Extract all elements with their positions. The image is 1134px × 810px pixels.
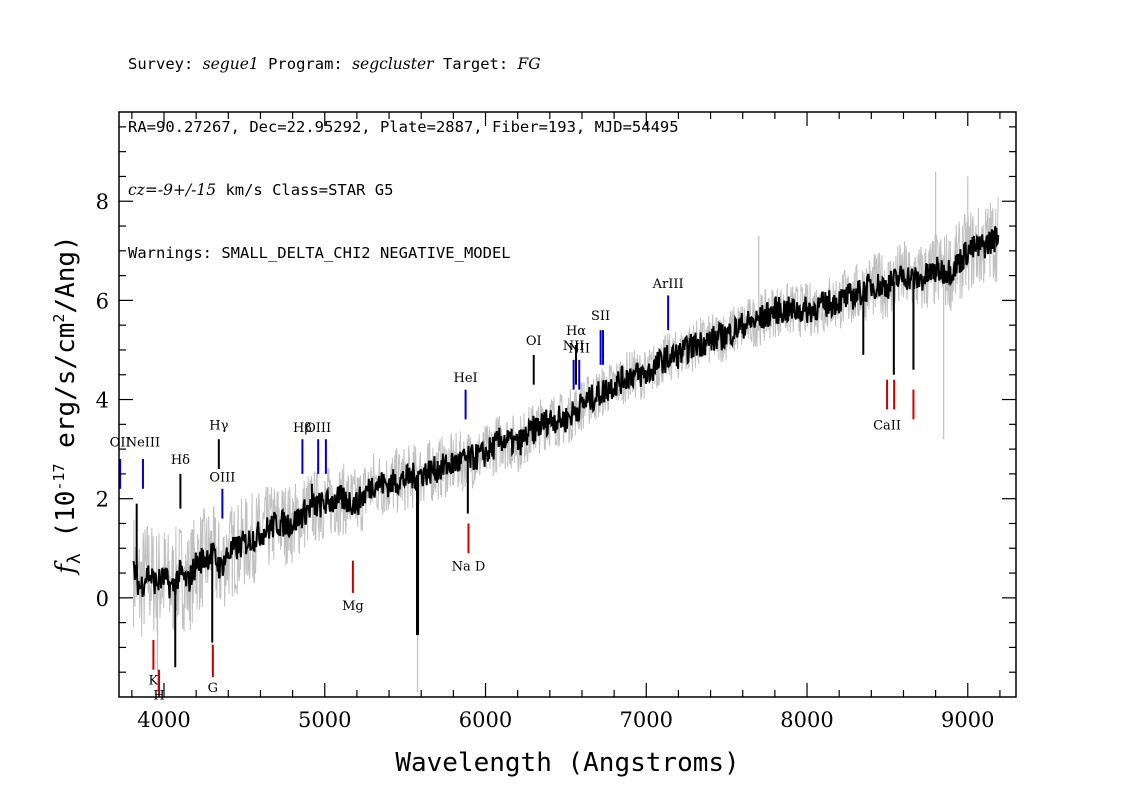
ylabel-sq: 2: [50, 314, 68, 323]
program-label: Program:: [268, 55, 343, 73]
emission-line-label-8: HeI: [453, 371, 477, 386]
header-line-4: Warnings: SMALL_DELTA_CHI2 NEGATIVE_MODE…: [128, 244, 511, 262]
y-tick-label-8: 8: [96, 190, 109, 214]
header-line-2: RA=90.27267, Dec=22.95292, Plate=2887, F…: [128, 118, 679, 136]
emission-line-label-0: OII: [110, 436, 131, 451]
emission-line-label-9: OI: [526, 334, 542, 349]
ylabel-units: erg/s/cm: [51, 323, 81, 464]
y-tick-label-6: 6: [96, 289, 109, 313]
axis-ticks: 4000 5000 6000 7000 8000 9000 0 2 4 6 8: [96, 112, 1016, 732]
survey-label: Survey:: [128, 55, 194, 73]
y-axis-title: fλ (10-17 erg/s/cm2/Ang): [50, 235, 85, 575]
emission-line-label-6: OIII: [305, 421, 331, 436]
emission-line-label-11: Hα: [566, 324, 586, 339]
x-tick-label-9000: 9000: [941, 708, 994, 732]
emission-line-label-13: SII: [591, 309, 610, 324]
target-value: FG: [517, 55, 541, 73]
emission-line-label-2: Hδ: [171, 453, 190, 468]
x-tick-label-5000: 5000: [298, 708, 351, 732]
ylabel-tail: /Ang): [51, 235, 81, 313]
absorption-line-label-2: G: [208, 681, 218, 696]
absorption-line-label-4: Na D: [452, 560, 486, 575]
absorption-line-label-3: Mg: [342, 599, 364, 614]
y-tick-label-0: 0: [96, 587, 109, 611]
model-layer: [132, 226, 1000, 668]
x-axis-title: Wavelength (Angstroms): [395, 748, 739, 778]
program-value: segcluster: [352, 55, 434, 73]
survey-value: segue1: [202, 55, 259, 73]
spectrum-header: Survey: segue1 Program: segcluster Targe…: [128, 12, 679, 285]
absorption-line-label-5: CaII: [873, 418, 901, 433]
plot-frame: [118, 111, 1017, 698]
x-tick-label-7000: 7000: [620, 708, 673, 732]
header-line-3: cz=-9+/-15 km/s Class=STAR G5: [128, 180, 679, 201]
x-tick-label-8000: 8000: [780, 708, 833, 732]
header-line-1: Survey: segue1 Program: segcluster Targe…: [128, 54, 679, 75]
ylabel-exp: -17: [50, 464, 68, 491]
y-tick-label-2: 2: [96, 488, 109, 512]
x-tick-label-4000: 4000: [137, 708, 190, 732]
emission-line-label-15: ArIII: [652, 277, 684, 292]
emission-line-label-10: NII: [563, 339, 585, 354]
ylabel-ten: (10: [51, 491, 81, 554]
emission-line-label-3: Hγ: [209, 418, 228, 433]
emission-line-label-4: OIII: [209, 470, 235, 485]
absorption-line-label-0: K: [149, 674, 159, 689]
emission-line-label-1: NeIII: [126, 436, 160, 451]
class-info: km/s Class=STAR G5: [216, 181, 394, 199]
target-label: Target:: [442, 55, 509, 73]
emission-line-label-12: NII: [568, 341, 590, 356]
ylabel-lambda: λ: [64, 553, 85, 564]
y-axis-title-text: fλ (10-17 erg/s/cm2/Ang): [50, 235, 85, 575]
x-tick-label-6000: 6000: [459, 708, 512, 732]
absorption-line-label-1: H: [153, 688, 164, 703]
y-tick-label-4: 4: [96, 389, 109, 413]
redshift-value: cz=-9+/-15: [128, 181, 217, 199]
model-series: [132, 226, 1000, 599]
emission-line-label-5: Hβ: [293, 421, 312, 436]
